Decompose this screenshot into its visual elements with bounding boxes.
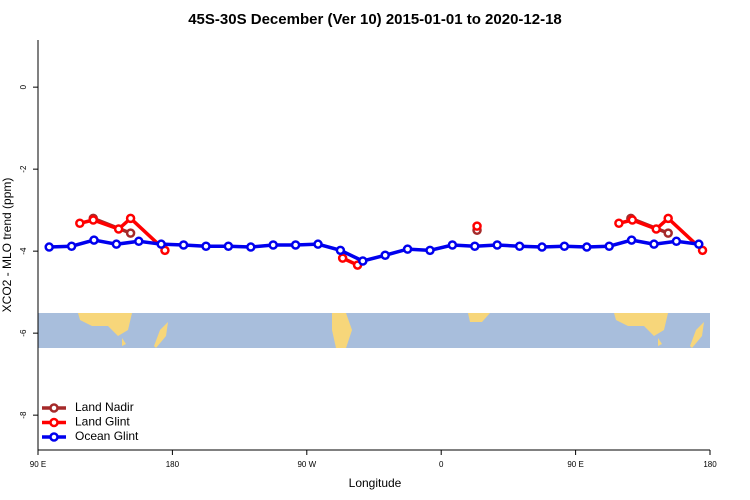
series-line bbox=[49, 238, 700, 263]
point bbox=[66, 241, 77, 251]
point bbox=[380, 250, 390, 260]
point bbox=[75, 218, 85, 229]
x-tick-label: 180 bbox=[703, 460, 717, 469]
map-strip bbox=[38, 313, 710, 348]
legend-swatch-point bbox=[49, 403, 59, 413]
point bbox=[626, 235, 637, 245]
series-line bbox=[92, 216, 669, 235]
point bbox=[651, 224, 661, 234]
legend-label: Land Nadir bbox=[75, 400, 134, 414]
y-tick-label: -8 bbox=[19, 411, 28, 419]
point bbox=[425, 245, 435, 256]
point bbox=[201, 241, 211, 251]
point bbox=[113, 224, 124, 234]
point bbox=[663, 228, 673, 238]
x-axis-label: Longitude bbox=[349, 476, 402, 490]
y-tick-label: -2 bbox=[19, 165, 28, 173]
point bbox=[313, 239, 323, 249]
point bbox=[627, 215, 638, 225]
point bbox=[89, 235, 99, 245]
point bbox=[470, 241, 480, 251]
x-tick-label: 90 E bbox=[30, 460, 46, 469]
point bbox=[614, 218, 624, 229]
point bbox=[582, 242, 592, 252]
x-tick-label: 90 E bbox=[567, 460, 583, 469]
point bbox=[88, 215, 99, 225]
y-tick-label: 0 bbox=[19, 84, 28, 89]
legend-swatch-point bbox=[49, 432, 59, 442]
point bbox=[125, 228, 136, 238]
point bbox=[358, 256, 368, 266]
point bbox=[514, 241, 525, 251]
legend-label: Ocean Glint bbox=[75, 429, 139, 443]
point bbox=[335, 245, 346, 256]
point bbox=[472, 221, 482, 231]
y-tick-label: -4 bbox=[19, 247, 28, 255]
point bbox=[246, 242, 256, 252]
point bbox=[178, 240, 189, 250]
point bbox=[559, 241, 570, 251]
x-tick-label: 180 bbox=[166, 460, 180, 469]
point bbox=[44, 242, 54, 252]
legend-swatch-point bbox=[49, 417, 59, 428]
legend-label: Land Glint bbox=[75, 415, 130, 429]
y-axis-label: XCO2 - MLO trend (ppm) bbox=[0, 178, 14, 313]
point bbox=[134, 236, 144, 247]
point bbox=[156, 239, 166, 249]
point bbox=[492, 240, 502, 250]
point bbox=[290, 240, 301, 250]
point bbox=[537, 242, 547, 252]
point bbox=[268, 240, 278, 250]
y-tick-label: -6 bbox=[19, 329, 28, 337]
point bbox=[663, 213, 673, 224]
point bbox=[447, 240, 458, 250]
point bbox=[223, 241, 234, 251]
x-tick-label: 90 W bbox=[297, 460, 316, 469]
point bbox=[111, 239, 122, 249]
x-tick-label: 0 bbox=[439, 460, 444, 469]
point bbox=[402, 244, 413, 254]
point bbox=[671, 236, 682, 247]
point bbox=[694, 239, 704, 249]
chart-title: 45S-30S December (Ver 10) 2015-01-01 to … bbox=[188, 11, 562, 28]
point bbox=[125, 213, 136, 224]
point bbox=[604, 241, 614, 251]
point bbox=[649, 239, 659, 249]
point bbox=[337, 253, 348, 263]
